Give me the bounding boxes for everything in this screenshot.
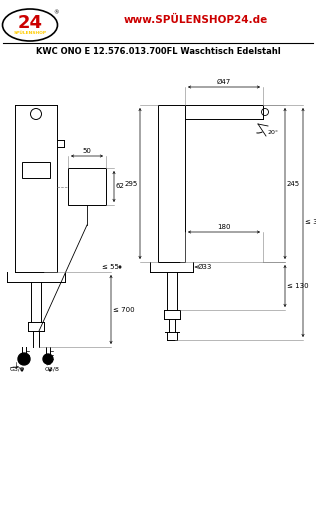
Text: G3/8: G3/8	[10, 367, 25, 371]
Text: ®: ®	[53, 10, 59, 16]
Text: ≤ 55: ≤ 55	[102, 264, 119, 270]
Text: 50: 50	[82, 148, 91, 154]
Circle shape	[43, 354, 53, 364]
Text: Ø33: Ø33	[198, 264, 212, 270]
Text: 20°: 20°	[268, 129, 279, 135]
Text: ≤ 130: ≤ 130	[287, 283, 309, 289]
Bar	[22, 162, 50, 178]
Text: 245: 245	[287, 180, 300, 187]
Text: 295: 295	[125, 180, 138, 187]
Text: www.SPÜLENSHOP24.de: www.SPÜLENSHOP24.de	[124, 15, 268, 25]
Bar	[68, 168, 106, 205]
Text: G3/8: G3/8	[45, 367, 60, 371]
Text: 24: 24	[17, 14, 42, 32]
Ellipse shape	[3, 9, 58, 41]
Text: Ø47: Ø47	[217, 79, 231, 85]
Text: ≤ 700: ≤ 700	[113, 306, 135, 313]
Text: ≤ 370: ≤ 370	[305, 219, 316, 226]
Circle shape	[18, 353, 30, 365]
Text: 62: 62	[116, 184, 125, 189]
Text: KWC ONO E 12.576.013.700FL Waschtisch Edelstahl: KWC ONO E 12.576.013.700FL Waschtisch Ed…	[36, 47, 280, 57]
Text: SPÜLENSHOP: SPÜLENSHOP	[14, 31, 46, 35]
Text: 180: 180	[217, 224, 231, 230]
